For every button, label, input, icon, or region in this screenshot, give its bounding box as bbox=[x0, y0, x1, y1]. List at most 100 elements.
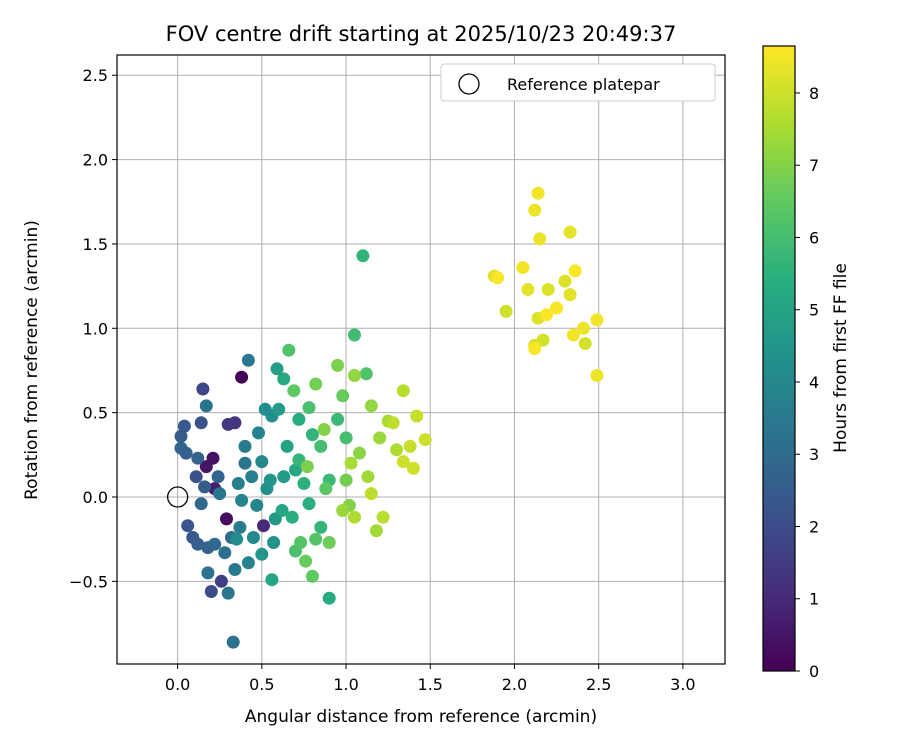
data-point bbox=[418, 433, 432, 447]
data-point bbox=[270, 362, 284, 376]
plot-frame bbox=[116, 54, 726, 665]
data-point bbox=[302, 401, 316, 415]
legend-reference-marker bbox=[458, 73, 480, 95]
colorbar-gradient bbox=[763, 46, 795, 671]
data-point bbox=[590, 313, 604, 327]
data-point bbox=[302, 497, 316, 511]
data-point bbox=[194, 416, 208, 430]
data-point bbox=[322, 591, 336, 605]
reference-marker bbox=[166, 486, 189, 508]
data-point bbox=[235, 493, 249, 507]
data-point bbox=[257, 519, 270, 533]
colorbar-tick-label: 2 bbox=[809, 517, 819, 536]
data-point bbox=[255, 455, 269, 469]
data-point bbox=[198, 480, 212, 494]
colorbar-tick-label: 0 bbox=[809, 662, 819, 681]
colorbar-ticks: 0 1 2 3 4 5 6 7 8 bbox=[795, 84, 819, 681]
x-tick-label: 3.0 bbox=[670, 675, 695, 694]
data-point bbox=[241, 556, 255, 570]
data-point bbox=[396, 455, 410, 469]
legend-box bbox=[440, 63, 716, 102]
data-point bbox=[265, 573, 279, 587]
data-point bbox=[297, 477, 311, 490]
data-point bbox=[218, 546, 232, 560]
data-point bbox=[353, 446, 366, 460]
data-point bbox=[390, 443, 404, 457]
x-axis: 0.0 0.5 1.0 1.5 2.0 2.5 3.0 bbox=[165, 664, 696, 694]
data-point bbox=[319, 482, 333, 496]
data-point bbox=[364, 399, 378, 413]
data-point bbox=[238, 439, 252, 453]
data-point bbox=[386, 416, 400, 430]
data-point bbox=[300, 460, 314, 474]
x-tick-label: 2.0 bbox=[502, 675, 527, 694]
colorbar-tick-label: 7 bbox=[809, 156, 819, 175]
data-point bbox=[317, 423, 331, 436]
data-point bbox=[191, 451, 205, 465]
data-point bbox=[521, 283, 535, 296]
data-point bbox=[250, 498, 264, 512]
data-point bbox=[263, 473, 277, 487]
data-point bbox=[550, 301, 564, 315]
data-point bbox=[245, 470, 259, 484]
data-point bbox=[541, 283, 555, 296]
x-axis-label: Angular distance from reference (arcmin) bbox=[245, 707, 597, 727]
data-point bbox=[282, 343, 296, 357]
data-point bbox=[289, 463, 302, 477]
colorbar-label: Hours from first FF file bbox=[831, 263, 851, 453]
data-point bbox=[356, 249, 370, 263]
data-point bbox=[540, 308, 553, 322]
x-tick-label: 1.0 bbox=[333, 675, 358, 694]
data-point bbox=[344, 456, 358, 470]
data-point bbox=[373, 431, 387, 445]
data-point bbox=[204, 585, 218, 598]
data-point bbox=[396, 384, 410, 398]
data-point bbox=[285, 510, 299, 524]
colorbar-tick-label: 1 bbox=[809, 590, 819, 609]
data-point bbox=[339, 431, 353, 445]
data-point bbox=[403, 439, 417, 453]
data-point bbox=[287, 384, 301, 398]
data-point bbox=[499, 304, 513, 318]
colorbar-tick-label: 6 bbox=[809, 228, 819, 247]
y-tick-label: 1.0 bbox=[83, 319, 108, 338]
data-point bbox=[406, 461, 420, 475]
colorbar-tick-label: 8 bbox=[809, 84, 819, 103]
colorbar-tick-label: 5 bbox=[809, 301, 819, 320]
data-point bbox=[528, 342, 542, 355]
x-tick-label: 2.5 bbox=[586, 675, 611, 694]
data-point bbox=[410, 409, 424, 423]
data-point bbox=[272, 402, 286, 416]
data-point bbox=[252, 426, 265, 440]
data-point bbox=[191, 537, 205, 551]
data-point bbox=[491, 271, 505, 285]
data-point bbox=[558, 274, 572, 288]
data-point bbox=[226, 635, 240, 649]
data-point bbox=[528, 203, 542, 217]
data-point bbox=[336, 389, 350, 403]
data-point bbox=[208, 537, 222, 551]
y-tick-label: 0.0 bbox=[83, 488, 108, 507]
y-tick-label: 2.5 bbox=[83, 66, 108, 85]
legend-label: Reference platepar bbox=[507, 75, 660, 94]
data-point bbox=[241, 353, 255, 367]
data-point bbox=[369, 524, 383, 538]
data-point bbox=[179, 446, 193, 460]
data-point bbox=[563, 225, 577, 239]
y-axis: −0.5 0.0 0.5 1.0 1.5 2.0 2.5 bbox=[69, 66, 117, 591]
data-point bbox=[331, 412, 345, 426]
data-point bbox=[331, 358, 345, 372]
x-tick-label: 0.5 bbox=[249, 675, 274, 694]
data-point bbox=[339, 473, 353, 487]
data-point bbox=[299, 554, 313, 568]
data-point bbox=[336, 504, 350, 517]
data-point bbox=[275, 504, 289, 517]
data-point bbox=[231, 477, 245, 490]
data-point bbox=[566, 328, 580, 342]
data-points bbox=[174, 186, 604, 649]
y-tick-label: −0.5 bbox=[69, 572, 108, 591]
data-point bbox=[292, 412, 306, 426]
data-point bbox=[199, 399, 213, 413]
data-point bbox=[267, 536, 281, 549]
